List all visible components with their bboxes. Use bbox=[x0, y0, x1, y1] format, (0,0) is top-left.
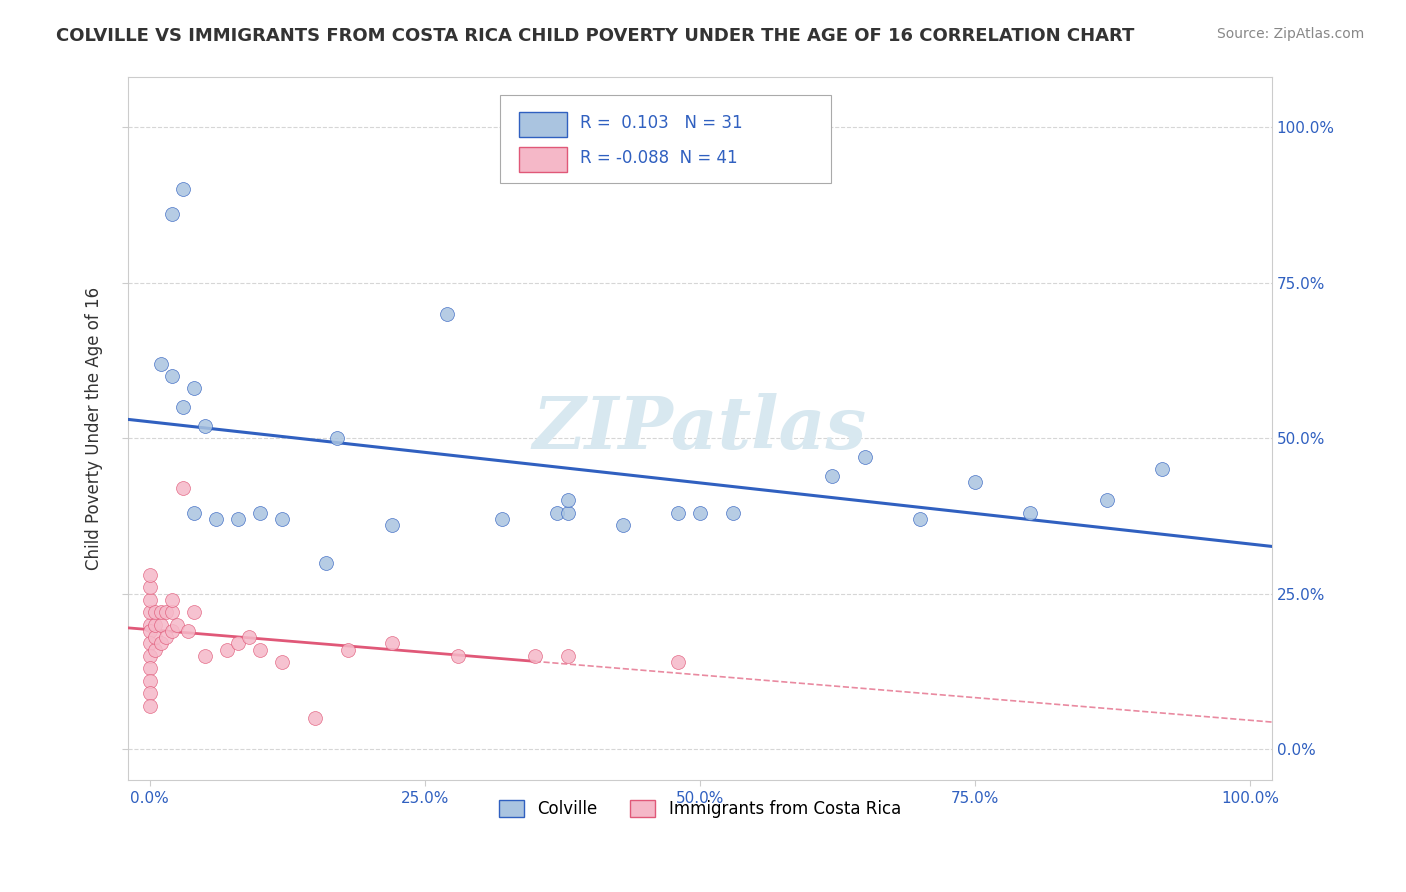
Legend: Colville, Immigrants from Costa Rica: Colville, Immigrants from Costa Rica bbox=[492, 793, 908, 825]
Point bbox=[143, 606, 166, 620]
Point bbox=[270, 512, 292, 526]
Point bbox=[183, 506, 205, 520]
Point bbox=[138, 606, 160, 620]
Point bbox=[194, 648, 217, 663]
Point bbox=[149, 606, 172, 620]
Text: ZIPatlas: ZIPatlas bbox=[533, 393, 868, 465]
Point bbox=[138, 636, 160, 650]
Point bbox=[160, 207, 183, 221]
Point bbox=[166, 617, 188, 632]
Point bbox=[160, 593, 183, 607]
Point bbox=[226, 636, 249, 650]
Point bbox=[315, 556, 337, 570]
FancyBboxPatch shape bbox=[499, 95, 831, 183]
FancyBboxPatch shape bbox=[519, 147, 567, 172]
Point bbox=[666, 506, 689, 520]
Point bbox=[557, 493, 579, 508]
Point bbox=[138, 698, 160, 713]
Point bbox=[226, 512, 249, 526]
Point bbox=[143, 630, 166, 644]
Point bbox=[821, 468, 844, 483]
Point bbox=[249, 642, 271, 657]
Point bbox=[523, 648, 546, 663]
Point bbox=[138, 568, 160, 582]
Point bbox=[138, 581, 160, 595]
Point bbox=[1095, 493, 1118, 508]
Point bbox=[177, 624, 200, 638]
Point bbox=[1150, 462, 1173, 476]
Point bbox=[160, 369, 183, 384]
Text: COLVILLE VS IMMIGRANTS FROM COSTA RICA CHILD POVERTY UNDER THE AGE OF 16 CORRELA: COLVILLE VS IMMIGRANTS FROM COSTA RICA C… bbox=[56, 27, 1135, 45]
Point bbox=[172, 182, 194, 196]
Point bbox=[172, 481, 194, 495]
Point bbox=[194, 418, 217, 433]
Text: R = -0.088  N = 41: R = -0.088 N = 41 bbox=[579, 149, 737, 168]
Point bbox=[183, 606, 205, 620]
Point bbox=[381, 636, 404, 650]
Point bbox=[336, 642, 359, 657]
Point bbox=[304, 711, 326, 725]
Point bbox=[138, 593, 160, 607]
Point bbox=[149, 617, 172, 632]
Point bbox=[612, 518, 634, 533]
Point bbox=[853, 450, 876, 464]
Point bbox=[381, 518, 404, 533]
Point bbox=[183, 381, 205, 395]
Point bbox=[138, 648, 160, 663]
Point bbox=[149, 357, 172, 371]
Point bbox=[908, 512, 931, 526]
Point bbox=[215, 642, 238, 657]
Point bbox=[149, 636, 172, 650]
Y-axis label: Child Poverty Under the Age of 16: Child Poverty Under the Age of 16 bbox=[86, 287, 103, 570]
Point bbox=[138, 617, 160, 632]
Point bbox=[138, 661, 160, 675]
Point bbox=[557, 506, 579, 520]
Point bbox=[238, 630, 260, 644]
Point bbox=[1018, 506, 1040, 520]
Point bbox=[270, 655, 292, 669]
Point bbox=[666, 655, 689, 669]
Point bbox=[436, 307, 458, 321]
Point bbox=[689, 506, 711, 520]
Point bbox=[160, 624, 183, 638]
Point bbox=[172, 400, 194, 414]
Point bbox=[160, 606, 183, 620]
Point bbox=[143, 642, 166, 657]
Point bbox=[138, 624, 160, 638]
Point bbox=[721, 506, 744, 520]
Point bbox=[447, 648, 470, 663]
Point bbox=[546, 506, 568, 520]
Text: R =  0.103   N = 31: R = 0.103 N = 31 bbox=[579, 114, 742, 132]
Point bbox=[155, 630, 177, 644]
Point bbox=[204, 512, 226, 526]
Point bbox=[963, 475, 986, 489]
Text: Source: ZipAtlas.com: Source: ZipAtlas.com bbox=[1216, 27, 1364, 41]
Point bbox=[155, 606, 177, 620]
Point bbox=[143, 617, 166, 632]
FancyBboxPatch shape bbox=[519, 112, 567, 137]
Point bbox=[249, 506, 271, 520]
Point bbox=[138, 686, 160, 700]
Point bbox=[491, 512, 513, 526]
Point bbox=[557, 648, 579, 663]
Point bbox=[325, 431, 347, 445]
Point bbox=[138, 673, 160, 688]
